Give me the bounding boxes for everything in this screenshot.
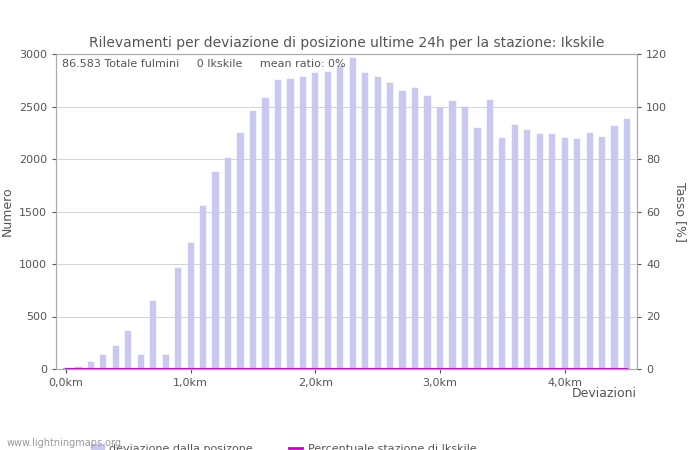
Bar <box>574 139 580 369</box>
Bar <box>337 66 344 369</box>
Bar <box>587 133 593 369</box>
Y-axis label: Tasso [%]: Tasso [%] <box>673 181 687 242</box>
Text: www.lightningmaps.org: www.lightningmaps.org <box>7 438 122 448</box>
Bar <box>599 137 605 369</box>
Bar <box>462 107 468 369</box>
Bar <box>300 77 306 369</box>
Bar <box>175 268 181 369</box>
Bar <box>524 130 531 369</box>
Bar <box>412 88 418 369</box>
Bar <box>200 206 206 369</box>
Bar <box>225 158 231 369</box>
Bar <box>437 108 443 369</box>
Bar <box>424 96 430 369</box>
Bar <box>88 362 94 369</box>
Bar <box>150 301 156 369</box>
Bar <box>213 171 218 369</box>
Bar <box>512 126 518 369</box>
Bar <box>537 134 543 369</box>
Bar <box>312 73 318 369</box>
Bar <box>125 331 132 369</box>
Bar <box>250 111 256 369</box>
Bar <box>611 126 617 369</box>
Bar <box>325 72 331 369</box>
Bar <box>287 79 293 369</box>
Bar <box>549 134 555 369</box>
Text: 86.583 Totale fulmini     0 Ikskile     mean ratio: 0%: 86.583 Totale fulmini 0 Ikskile mean rat… <box>62 59 345 69</box>
Legend: deviazione dalla posizone, deviazione stazione di Ikskile, Percentuale stazione : deviazione dalla posizone, deviazione st… <box>90 444 477 450</box>
Bar <box>374 77 381 369</box>
Bar <box>499 138 505 369</box>
Bar <box>63 368 69 369</box>
Bar <box>262 98 269 369</box>
Bar <box>275 80 281 369</box>
Text: Deviazioni: Deviazioni <box>572 387 637 400</box>
Bar <box>237 133 244 369</box>
Bar <box>188 243 194 369</box>
Bar <box>138 356 144 369</box>
Y-axis label: Numero: Numero <box>0 187 13 236</box>
Bar <box>162 356 169 369</box>
Bar <box>76 367 82 369</box>
Bar <box>400 91 406 369</box>
Bar <box>349 58 356 369</box>
Bar <box>561 138 568 369</box>
Bar <box>100 356 106 369</box>
Bar <box>387 83 393 369</box>
Title: Rilevamenti per deviazione di posizione ultime 24h per la stazione: Ikskile: Rilevamenti per deviazione di posizione … <box>89 36 604 50</box>
Bar <box>475 127 480 369</box>
Bar <box>362 73 368 369</box>
Bar <box>113 346 119 369</box>
Bar <box>449 101 456 369</box>
Bar <box>624 119 630 369</box>
Bar <box>486 100 493 369</box>
